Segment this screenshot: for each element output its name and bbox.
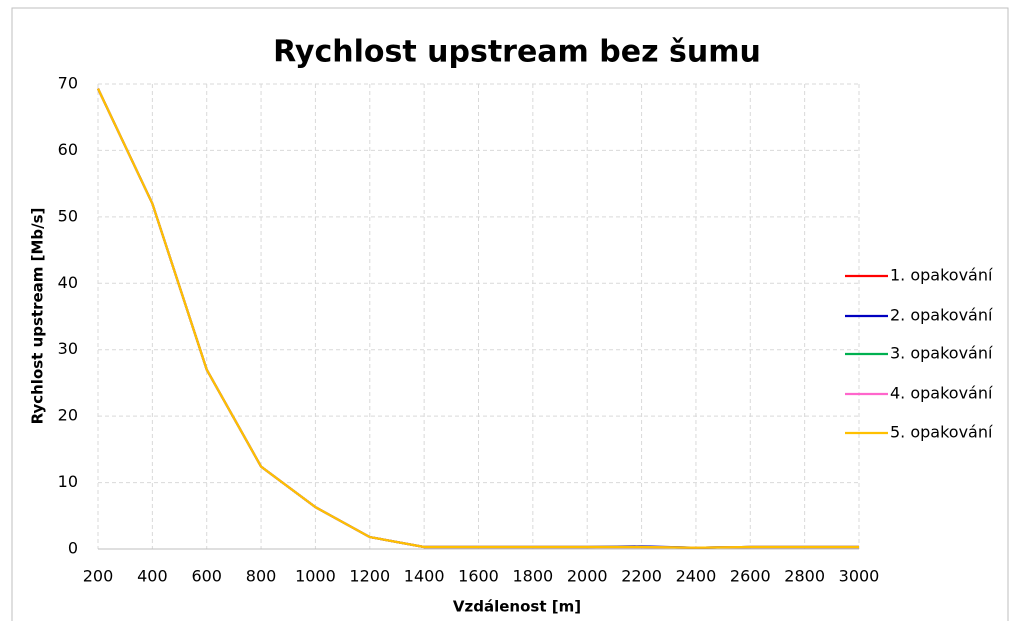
x-tick-label: 1400 — [404, 567, 445, 586]
x-tick-label: 1600 — [458, 567, 499, 586]
x-tick-label: 800 — [246, 567, 277, 586]
x-tick-label: 2400 — [676, 567, 717, 586]
x-tick-label: 2600 — [730, 567, 771, 586]
series-line — [97, 88, 859, 549]
legend-label: 2. opakování — [890, 306, 993, 325]
x-tick-label: 1200 — [349, 567, 390, 586]
y-axis-label: Rychlost upstream [Mb/s] — [29, 208, 47, 425]
chart-title: Rychlost upstream bez šumu — [273, 35, 761, 70]
y-tick-label: 40 — [58, 273, 78, 292]
x-tick-label: 2000 — [567, 567, 608, 586]
y-tick-label: 70 — [58, 74, 78, 93]
y-tick-label: 0 — [68, 539, 78, 558]
y-tick-label: 20 — [58, 406, 78, 425]
x-tick-label: 3000 — [839, 567, 880, 586]
y-tick-label: 30 — [58, 339, 78, 358]
x-tick-label: 1000 — [295, 567, 336, 586]
x-tick-label: 400 — [137, 567, 168, 586]
x-tick-label: 200 — [83, 567, 114, 586]
chart-frame — [11, 7, 1009, 621]
x-tick-label: 1800 — [512, 567, 553, 586]
x-tick-label: 2800 — [784, 567, 825, 586]
legend-label: 1. opakování — [890, 266, 993, 285]
y-tick-label: 10 — [58, 472, 78, 491]
x-tick-label: 2200 — [621, 567, 662, 586]
legend-label: 4. opakování — [890, 384, 993, 403]
legend-label: 3. opakování — [890, 344, 993, 363]
y-tick-label: 60 — [58, 140, 78, 159]
x-axis-label: Vzdálenost [m] — [453, 598, 581, 616]
x-tick-label: 600 — [191, 567, 222, 586]
y-tick-label: 50 — [58, 206, 78, 225]
legend-label: 5. opakování — [890, 423, 993, 442]
